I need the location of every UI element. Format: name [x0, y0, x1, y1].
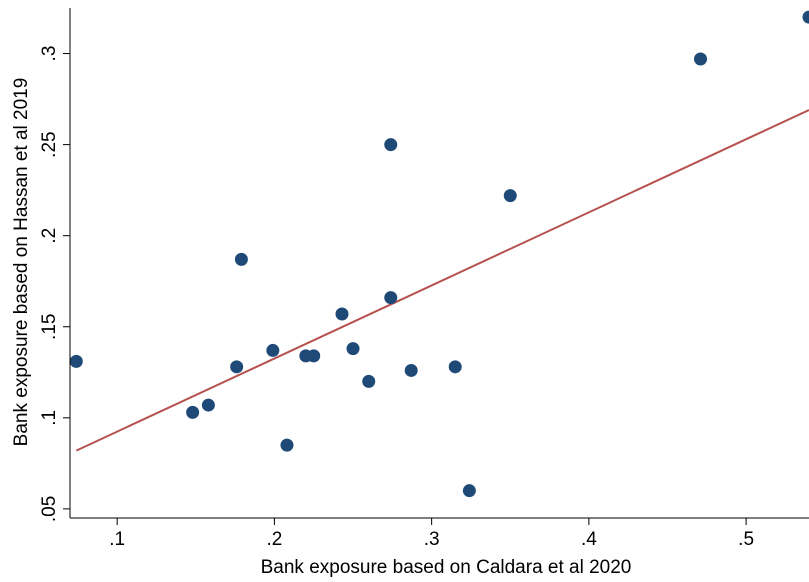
data-point	[307, 349, 321, 363]
y-tick-label: .25	[39, 131, 60, 157]
data-point	[384, 138, 398, 152]
y-tick-label: .05	[39, 496, 60, 522]
data-point	[230, 360, 244, 374]
y-tick-label: .3	[39, 46, 60, 62]
data-point	[384, 291, 398, 305]
x-ticks: .1 .2 .3 .4 .5	[109, 518, 754, 550]
data-point	[266, 343, 280, 357]
data-point	[335, 307, 349, 321]
data-point	[280, 438, 294, 452]
y-tick-label: .1	[39, 410, 60, 426]
data-point	[69, 354, 83, 368]
data-point	[448, 360, 462, 374]
x-tick-label: .5	[738, 529, 754, 550]
data-point	[503, 189, 517, 203]
x-tick-label: .4	[581, 529, 597, 550]
y-tick-label: .15	[39, 314, 60, 340]
points-layer	[69, 10, 809, 498]
data-point	[234, 252, 248, 266]
data-point	[462, 484, 476, 498]
x-axis-title: Bank exposure based on Caldara et al 202…	[261, 557, 632, 578]
fit-line	[75, 109, 809, 452]
data-point	[362, 374, 376, 388]
axes-layer	[69, 8, 809, 519]
y-axis-title: Bank exposure based on Hassan et al 2019	[11, 78, 32, 447]
data-point	[186, 405, 200, 419]
y-tick-label: .2	[39, 228, 60, 244]
data-point	[802, 10, 809, 24]
x-tick-label: .1	[109, 529, 125, 550]
data-point	[404, 363, 418, 377]
data-point	[694, 52, 708, 66]
fit-line-layer	[75, 109, 809, 452]
y-ticks: .05 .1 .15 .2 .25 .3	[39, 46, 70, 522]
x-tick-label: .2	[266, 529, 282, 550]
data-point	[201, 398, 215, 412]
data-point	[346, 342, 360, 356]
x-tick-label: .3	[424, 529, 440, 550]
